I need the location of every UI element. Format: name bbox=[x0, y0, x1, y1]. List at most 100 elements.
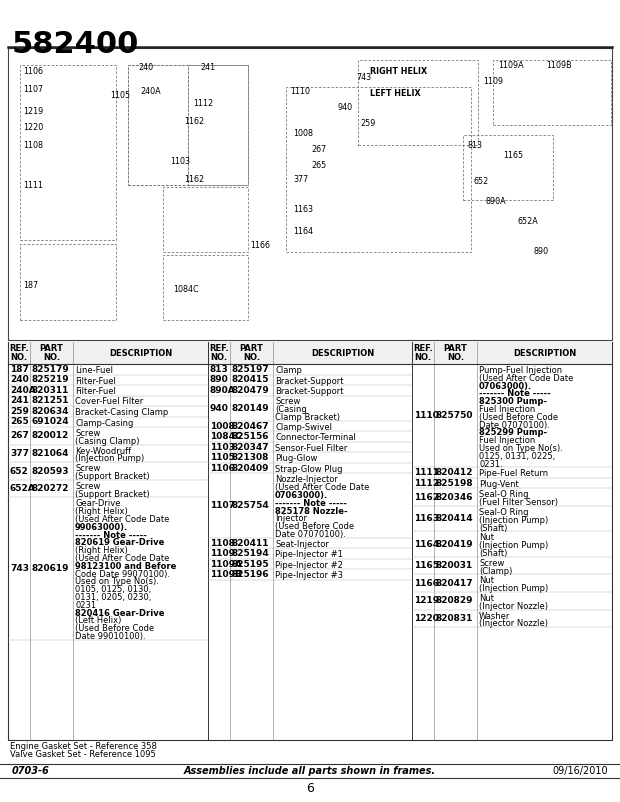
Text: 820012: 820012 bbox=[32, 431, 69, 440]
Text: 743: 743 bbox=[356, 74, 371, 83]
Text: 825299 Pump-: 825299 Pump- bbox=[479, 428, 547, 437]
Text: 1110: 1110 bbox=[290, 87, 310, 96]
Text: Nut: Nut bbox=[479, 577, 494, 585]
Text: 813: 813 bbox=[468, 140, 483, 149]
Text: DESCRIPTION: DESCRIPTION bbox=[311, 349, 374, 358]
Text: (Injection Pump): (Injection Pump) bbox=[479, 541, 548, 550]
Text: DESCRIPTION: DESCRIPTION bbox=[513, 349, 576, 358]
Text: 1105: 1105 bbox=[110, 91, 130, 100]
Text: Strap-Glow Plug: Strap-Glow Plug bbox=[275, 465, 342, 474]
Text: RIGHT HELIX: RIGHT HELIX bbox=[370, 67, 427, 76]
Text: 1109B: 1109B bbox=[546, 60, 572, 70]
Text: ------- Note -----: ------- Note ----- bbox=[75, 531, 147, 540]
Text: 820409: 820409 bbox=[232, 464, 270, 472]
Text: Clamp-Swivel: Clamp-Swivel bbox=[275, 423, 332, 432]
Text: Fuel Injection: Fuel Injection bbox=[479, 405, 535, 414]
Text: 890A: 890A bbox=[210, 386, 236, 395]
Text: PART
NO.: PART NO. bbox=[443, 343, 467, 363]
Text: 1164: 1164 bbox=[293, 228, 313, 237]
Text: 1112: 1112 bbox=[414, 479, 439, 488]
Text: Nozzle-Injector: Nozzle-Injector bbox=[275, 476, 338, 484]
Text: Seat-Injector: Seat-Injector bbox=[275, 540, 329, 549]
Text: 820831: 820831 bbox=[436, 614, 474, 623]
Text: 1109B: 1109B bbox=[210, 570, 242, 579]
Text: Code Date 99070100).: Code Date 99070100). bbox=[75, 569, 170, 578]
Text: 820634: 820634 bbox=[32, 407, 69, 415]
Text: Filter-Fuel: Filter-Fuel bbox=[75, 387, 116, 396]
Text: 821064: 821064 bbox=[32, 449, 69, 458]
Text: (Used After Code Date: (Used After Code Date bbox=[275, 483, 370, 492]
Text: 240: 240 bbox=[138, 63, 153, 72]
Text: Date 99010100).: Date 99010100). bbox=[75, 632, 146, 641]
Text: 1164: 1164 bbox=[414, 540, 439, 549]
Text: (Right Helix): (Right Helix) bbox=[75, 546, 128, 555]
Text: 825219: 825219 bbox=[32, 375, 69, 384]
Text: 1220: 1220 bbox=[414, 614, 439, 623]
Text: (Support Bracket): (Support Bracket) bbox=[75, 489, 149, 499]
Bar bbox=[463, 135, 553, 200]
Text: 1109: 1109 bbox=[483, 78, 503, 87]
Text: Connector-Terminal: Connector-Terminal bbox=[275, 433, 356, 443]
Text: 821308: 821308 bbox=[232, 453, 269, 462]
Text: 825754: 825754 bbox=[232, 501, 270, 510]
Text: Nut: Nut bbox=[479, 594, 494, 603]
Text: 825156: 825156 bbox=[232, 432, 270, 441]
Bar bbox=[358, 60, 478, 145]
Text: (Used After Code Date: (Used After Code Date bbox=[479, 374, 574, 383]
Text: 820347: 820347 bbox=[232, 443, 270, 452]
Text: (Shaft): (Shaft) bbox=[479, 549, 507, 558]
Text: Clamp-Casing: Clamp-Casing bbox=[75, 419, 133, 427]
Text: 1103: 1103 bbox=[210, 443, 235, 452]
Bar bbox=[286, 87, 471, 252]
Text: Injector: Injector bbox=[275, 514, 307, 524]
Text: (Injection Pump): (Injection Pump) bbox=[479, 584, 548, 593]
Bar bbox=[20, 244, 116, 320]
Text: 98123100 and Before: 98123100 and Before bbox=[75, 561, 176, 571]
Text: ------- Note -----: ------- Note ----- bbox=[275, 499, 347, 508]
Text: (Clamp): (Clamp) bbox=[479, 566, 512, 576]
Text: Date 07070100).: Date 07070100). bbox=[479, 420, 550, 430]
Text: 825300 Pump-: 825300 Pump- bbox=[479, 397, 547, 406]
Text: (Injection Pump): (Injection Pump) bbox=[479, 516, 548, 525]
Text: 240A: 240A bbox=[10, 386, 36, 395]
Text: Engine Gasket Set - Reference 358: Engine Gasket Set - Reference 358 bbox=[10, 742, 157, 751]
Text: 99063000).: 99063000). bbox=[75, 523, 128, 532]
Text: 1111: 1111 bbox=[23, 180, 43, 189]
Text: (Shaft): (Shaft) bbox=[479, 524, 507, 533]
Text: 821251: 821251 bbox=[32, 396, 69, 405]
Text: DESCRIPTION: DESCRIPTION bbox=[109, 349, 172, 358]
Text: 820411: 820411 bbox=[232, 539, 270, 548]
Text: 820031: 820031 bbox=[436, 561, 473, 570]
Text: 377: 377 bbox=[293, 176, 308, 184]
Text: Pipe-Injector #1: Pipe-Injector #1 bbox=[275, 550, 343, 559]
Text: Screw: Screw bbox=[275, 398, 300, 407]
Text: 820416 Gear-Drive: 820416 Gear-Drive bbox=[75, 609, 164, 618]
Text: Cover-Fuel Filter: Cover-Fuel Filter bbox=[75, 398, 143, 407]
Text: (Casing: (Casing bbox=[275, 405, 307, 415]
Text: Pipe-Injector #3: Pipe-Injector #3 bbox=[275, 571, 343, 581]
Text: 825750: 825750 bbox=[436, 411, 474, 420]
Text: 1111: 1111 bbox=[414, 468, 439, 477]
Text: 1219: 1219 bbox=[23, 107, 43, 116]
Text: 820412: 820412 bbox=[436, 468, 474, 477]
Text: Screw: Screw bbox=[75, 464, 100, 473]
Text: REF.
NO.: REF. NO. bbox=[9, 343, 29, 363]
Text: 240A: 240A bbox=[140, 87, 161, 96]
Text: Pump-Fuel Injection: Pump-Fuel Injection bbox=[479, 366, 562, 375]
Text: 0703-6: 0703-6 bbox=[12, 766, 50, 776]
Text: 890: 890 bbox=[533, 248, 548, 257]
Bar bbox=[8, 342, 612, 364]
Text: 1107: 1107 bbox=[23, 86, 43, 95]
Text: Fuel Injection: Fuel Injection bbox=[479, 436, 535, 445]
Text: (Support Bracket): (Support Bracket) bbox=[75, 472, 149, 481]
Text: 1106: 1106 bbox=[210, 464, 235, 472]
Text: Clamp Bracket): Clamp Bracket) bbox=[275, 413, 340, 422]
Text: Plug-Glow: Plug-Glow bbox=[275, 455, 317, 464]
Text: REF.
NO.: REF. NO. bbox=[209, 343, 229, 363]
Text: 1219: 1219 bbox=[414, 597, 439, 606]
Bar bbox=[20, 65, 116, 240]
Text: Line-Fuel: Line-Fuel bbox=[75, 366, 113, 375]
Text: (Used After Code Date: (Used After Code Date bbox=[75, 515, 169, 524]
Text: 07063000).: 07063000). bbox=[275, 491, 328, 500]
Text: 652A: 652A bbox=[10, 484, 36, 493]
